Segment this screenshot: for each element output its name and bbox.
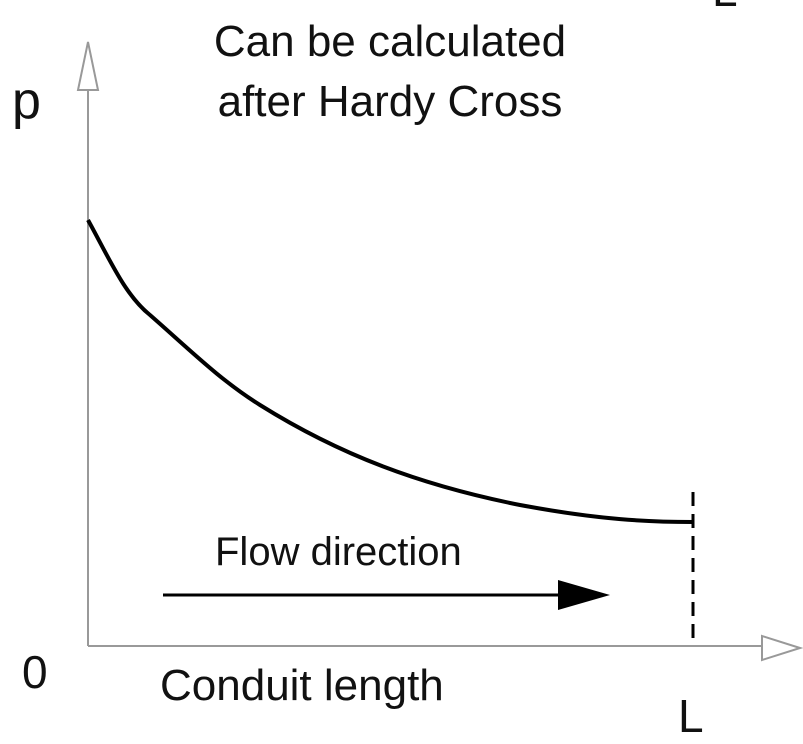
y-axis-arrow <box>76 41 100 91</box>
flow-arrow-head <box>558 580 610 610</box>
note-line: Can be calculated <box>214 17 566 66</box>
note-line: after Hardy Cross <box>218 77 563 126</box>
x-axis-arrow <box>761 634 803 662</box>
x-axis-label: Conduit length <box>160 661 444 710</box>
corner-label: L <box>712 0 738 16</box>
origin-label: 0 <box>22 646 48 698</box>
pressure-curve <box>86 219 694 524</box>
arrow-label: Flow direction <box>215 530 462 574</box>
end-label: L <box>678 690 704 742</box>
y-axis-label: p <box>12 72 41 130</box>
